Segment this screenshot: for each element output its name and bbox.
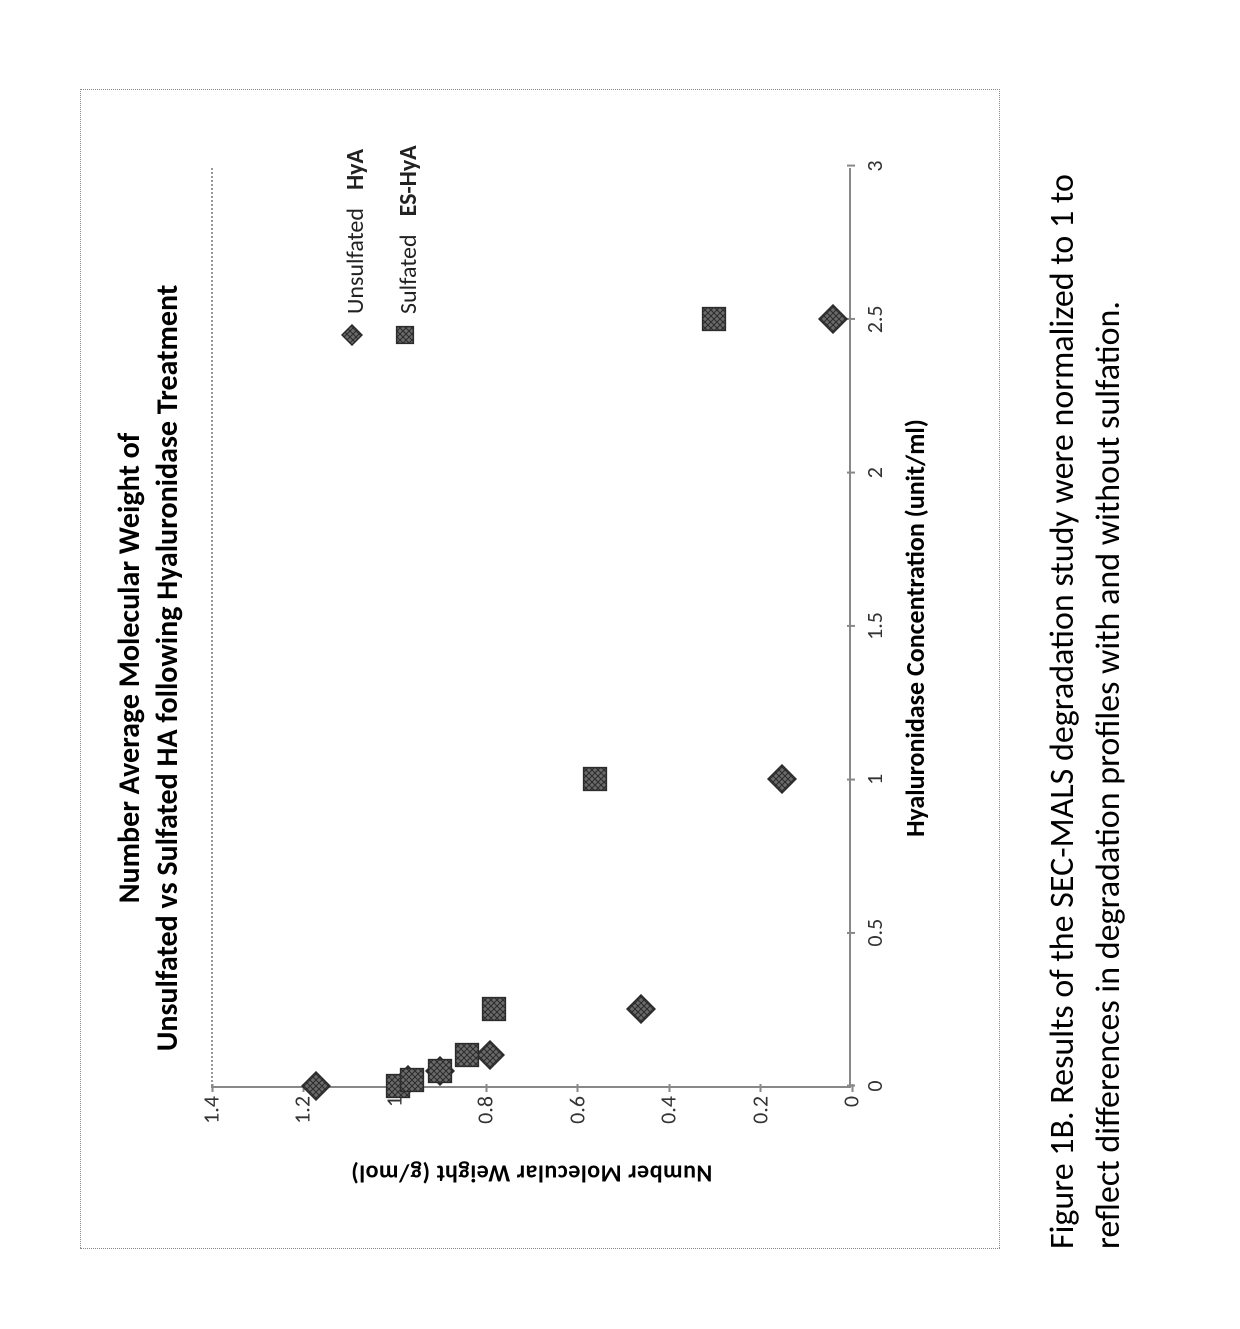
legend-row-unsulfated: Unsulfated HyA bbox=[341, 6, 370, 346]
y-tick: 0.2 bbox=[746, 1086, 773, 1156]
data-point-square bbox=[580, 764, 610, 794]
figure-outer-frame: Number Average Molecular Weight of Unsul… bbox=[80, 89, 1000, 1249]
y-tick: 0.6 bbox=[563, 1086, 590, 1156]
data-point-square bbox=[397, 1065, 427, 1095]
y-axis-label: Number Molecular Weight (g/mol) bbox=[350, 1158, 712, 1187]
legend-bold-eshya: ES-HyA bbox=[394, 145, 423, 216]
data-point-square bbox=[452, 1040, 482, 1070]
legend-bold-hya: HyA bbox=[341, 149, 370, 190]
data-point-square bbox=[479, 994, 509, 1024]
data-point-square bbox=[699, 304, 729, 334]
y-tick: 0.8 bbox=[472, 1086, 499, 1156]
plot-area: Unsulfated HyA Sulfated ES-HyA 00.20.40.… bbox=[211, 168, 851, 1088]
chart-title: Number Average Molecular Weight of Unsul… bbox=[111, 128, 186, 1208]
x-tick: 2.5 bbox=[849, 305, 888, 333]
legend-row-sulfated: Sulfated ES-HyA bbox=[394, 6, 423, 346]
x-tick: 0 bbox=[849, 1080, 888, 1091]
top-dotted-gridline bbox=[211, 168, 213, 1086]
figure-caption: Figure 1B. Results of the SEC-MALS degra… bbox=[1040, 89, 1132, 1249]
y-tick: 0.4 bbox=[655, 1086, 682, 1156]
legend-label-unsulfated: Unsulfated bbox=[341, 208, 370, 314]
legend-marker-diamond bbox=[341, 324, 370, 346]
x-tick: 0.5 bbox=[849, 919, 888, 947]
x-tick: 2 bbox=[849, 467, 888, 478]
chart-title-line1: Number Average Molecular Weight of bbox=[111, 433, 148, 904]
legend-marker-square bbox=[394, 324, 423, 346]
data-point-square bbox=[425, 1056, 455, 1086]
chart-frame: Number Average Molecular Weight of Unsul… bbox=[111, 128, 971, 1208]
y-tick: 1.4 bbox=[198, 1086, 225, 1156]
x-tick: 3 bbox=[849, 160, 888, 171]
x-axis-label: Hyaluronidase Concentration (unit/ml) bbox=[899, 168, 931, 1088]
x-tick: 1 bbox=[849, 774, 888, 785]
chart-title-line2: Unsulfated vs Sulfated HA following Hyal… bbox=[149, 285, 186, 1051]
data-point-diamond bbox=[626, 994, 656, 1024]
x-tick: 1.5 bbox=[849, 612, 888, 640]
y-axis-label-container: Number Molecular Weight (g/mol) bbox=[211, 1158, 851, 1188]
legend: Unsulfated HyA Sulfated ES-HyA bbox=[341, 6, 447, 346]
y-tick: 0 bbox=[838, 1086, 865, 1156]
legend-label-sulfated: Sulfated bbox=[394, 234, 423, 314]
data-point-diamond bbox=[818, 304, 848, 334]
data-point-diamond bbox=[301, 1071, 331, 1101]
data-point-diamond bbox=[767, 764, 797, 794]
